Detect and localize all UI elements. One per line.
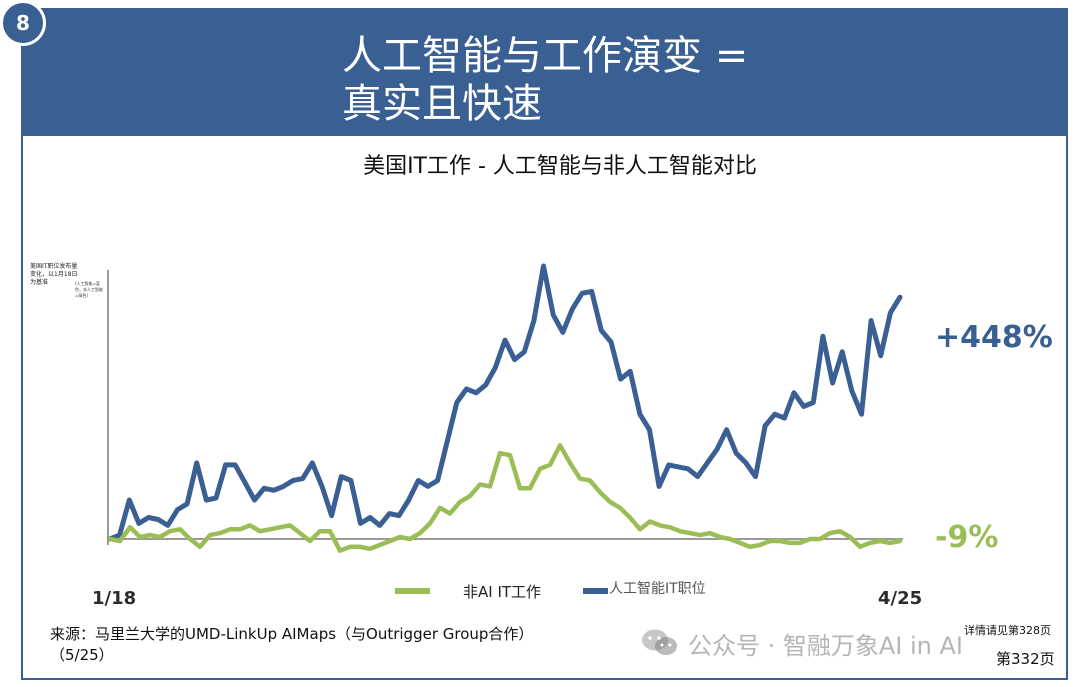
title-band — [23, 9, 1066, 136]
non-ai-series-end-label: -9% — [935, 520, 998, 555]
ai-series-line — [107, 263, 903, 542]
series-layer — [107, 263, 903, 553]
slide-title: 人工智能与工作演变 = 真实且快速 — [342, 33, 749, 127]
non-ai-series-line — [107, 443, 903, 553]
legend: 非AI IT工作 人工智能IT职位 — [395, 581, 706, 601]
slide-number-badge: 8 — [0, 0, 46, 46]
ai-series-end-label: +448% — [935, 320, 1053, 355]
watermark-text: 公众号 · 智融万象AI in AI — [688, 631, 964, 660]
watermark: 公众号 · 智融万象AI in AI — [640, 626, 963, 660]
detail-reference: 详情请见第328页 — [964, 624, 1051, 637]
source-note: 来源：马里兰大学的UMD-LinkUp AIMaps（与Outrigger Gr… — [50, 625, 534, 664]
x-tick-end: 4/25 — [878, 588, 922, 609]
legend-label-ai: 人工智能IT职位 — [609, 581, 706, 597]
y-axis-note-detail: (人工智能=蓝色，非人工智能=绿色) — [75, 281, 103, 298]
wechat-icon — [642, 629, 677, 655]
chart-title: 美国IT工作 - 人工智能与非人工智能对比 — [363, 154, 757, 179]
y-axis-note: 美国IT职位发布量变化，以1月18日为基准 — [30, 263, 78, 286]
page-number: 第332页 — [996, 650, 1055, 668]
x-tick-start: 1/18 — [92, 588, 136, 609]
legend-label-non-ai: 非AI IT工作 — [463, 583, 541, 601]
